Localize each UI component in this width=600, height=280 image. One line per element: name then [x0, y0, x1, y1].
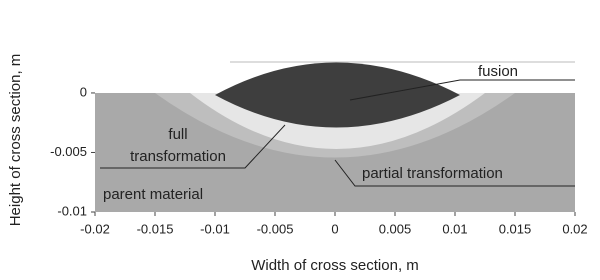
annotation: full — [168, 126, 187, 143]
y-tick-label: 0 — [80, 84, 87, 99]
x-axis-label: Width of cross section, m — [251, 257, 419, 274]
x-tick-label: 0.005 — [379, 221, 412, 236]
y-tick-label: -0.01 — [57, 203, 87, 218]
x-tick-label: -0.015 — [137, 221, 174, 236]
x-tick-label: 0 — [331, 221, 338, 236]
x-tick-label: -0.02 — [80, 221, 110, 236]
x-tick-label: -0.005 — [257, 221, 294, 236]
annotation: parent material — [103, 186, 203, 203]
x-tick-label: -0.01 — [200, 221, 230, 236]
annotation: fusion — [478, 63, 518, 80]
annotation: transformation — [130, 148, 226, 165]
x-tick-label: 0.02 — [562, 221, 587, 236]
chart: fusion full transformation partial trans… — [0, 0, 600, 280]
y-axis-label: Height of cross section, m — [7, 54, 24, 227]
page: fusion full transformation partial trans… — [0, 0, 600, 280]
x-tick-label: 0.01 — [442, 221, 467, 236]
x-tick-label: 0.015 — [499, 221, 532, 236]
annotation: partial transformation — [362, 165, 503, 182]
y-tick-label: -0.005 — [50, 144, 87, 159]
